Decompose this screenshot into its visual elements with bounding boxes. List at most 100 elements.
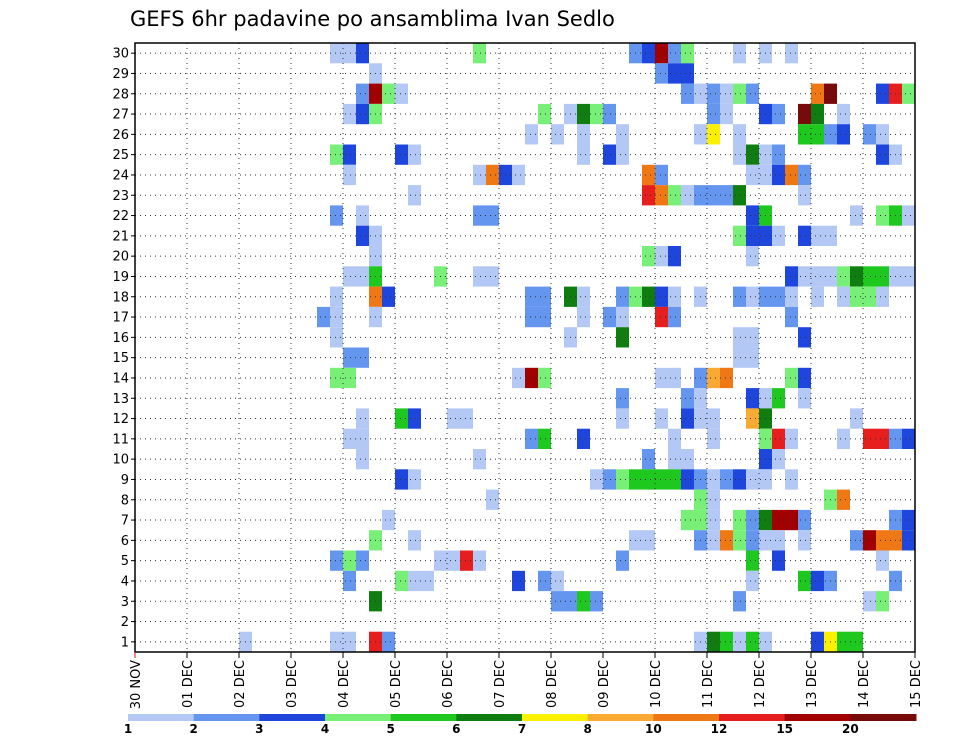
heatmap-cell xyxy=(330,205,343,226)
heatmap-cell xyxy=(343,550,356,571)
heatmap-cell xyxy=(590,103,603,125)
heatmap-cell xyxy=(785,306,798,328)
colorbar-swatch xyxy=(193,714,260,721)
heatmap-cell xyxy=(551,591,564,612)
heatmap-cell xyxy=(655,408,668,429)
heatmap-cell xyxy=(577,591,590,612)
heatmap-cell xyxy=(655,164,668,186)
y-tick-label: 20 xyxy=(112,250,129,265)
heatmap-cell xyxy=(733,591,746,612)
heatmap-cell xyxy=(798,164,811,186)
heatmap-cell xyxy=(772,164,785,186)
heatmap-cell xyxy=(811,83,824,104)
heatmap-cell xyxy=(902,509,915,531)
heatmap-cell xyxy=(356,550,369,571)
heatmap-cell xyxy=(408,185,421,206)
x-tick-label: 30 NOV xyxy=(129,660,144,709)
heatmap-cell xyxy=(707,509,720,531)
heatmap-cell xyxy=(473,205,486,226)
colorbar-swatch xyxy=(653,714,720,721)
heatmap-cell xyxy=(681,63,694,84)
colorbar-swatch xyxy=(784,714,851,721)
heatmap-cell xyxy=(876,428,889,449)
heatmap-cell xyxy=(681,509,694,531)
heatmap-cell xyxy=(642,43,655,64)
heatmap-cell xyxy=(642,449,655,470)
heatmap-cell xyxy=(616,408,629,429)
heatmap-cell xyxy=(668,246,681,267)
heatmap-cell xyxy=(733,124,746,145)
heatmap-cell xyxy=(642,469,655,490)
heatmap-cell xyxy=(837,286,850,307)
colorbar-label: 5 xyxy=(386,722,394,736)
colorbar-label: 2 xyxy=(189,722,197,736)
heatmap-cell xyxy=(616,550,629,571)
heatmap-cell xyxy=(772,388,785,409)
y-tick-label: 17 xyxy=(112,311,129,326)
x-tick-label: 08 DEC xyxy=(545,660,560,708)
heatmap-cell xyxy=(330,286,343,307)
heatmap-cell xyxy=(668,286,681,307)
heatmap-cell xyxy=(668,306,681,328)
y-tick-label: 23 xyxy=(112,189,129,204)
heatmap-cell xyxy=(603,103,616,125)
heatmap-cell xyxy=(655,286,668,307)
heatmap-cell xyxy=(772,286,785,307)
heatmap-cell xyxy=(616,286,629,307)
heatmap-cell xyxy=(668,63,681,84)
heatmap-cell xyxy=(720,367,733,389)
heatmap-cell xyxy=(772,225,785,246)
colorbar-label: 10 xyxy=(645,722,662,736)
heatmap-cell xyxy=(343,103,356,125)
heatmap-cell xyxy=(720,469,733,490)
heatmap-cell xyxy=(512,570,525,592)
heatmap-cell xyxy=(707,124,720,145)
heatmap-cell xyxy=(655,185,668,206)
heatmap-cell xyxy=(473,164,486,186)
heatmap-cell xyxy=(395,144,408,165)
heatmap-cell xyxy=(772,144,785,165)
x-tick-label: 14 DEC xyxy=(857,660,872,708)
heatmap-cell xyxy=(746,83,759,104)
x-tick-label: 01 DEC xyxy=(181,660,196,708)
heatmap-cell xyxy=(746,509,759,531)
heatmap-cell xyxy=(642,185,655,206)
y-tick-label: 29 xyxy=(112,67,129,82)
heatmap-cell xyxy=(577,103,590,125)
heatmap-cell xyxy=(850,266,863,287)
heatmap-cell xyxy=(642,530,655,551)
x-tick-label: 04 DEC xyxy=(337,660,352,708)
heatmap-cell xyxy=(772,103,785,125)
y-tick-label: 9 xyxy=(121,473,129,488)
colorbar-swatch xyxy=(325,714,392,721)
y-tick-label: 18 xyxy=(112,290,129,305)
heatmap-cell xyxy=(343,43,356,64)
heatmap-cell xyxy=(395,570,408,592)
heatmap-cell xyxy=(330,144,343,165)
heatmap-cell xyxy=(668,367,681,389)
heatmap-cell xyxy=(876,83,889,104)
heatmap-cell xyxy=(746,164,759,186)
heatmap-cell xyxy=(876,591,889,612)
heatmap-cell xyxy=(811,286,824,307)
heatmap-cell xyxy=(707,83,720,104)
y-tick-label: 24 xyxy=(112,168,129,183)
heatmap-cell xyxy=(655,43,668,64)
heatmap-cell xyxy=(577,144,590,165)
colorbar-label: 8 xyxy=(583,722,591,736)
heatmap-cell xyxy=(512,164,525,186)
heatmap-cell xyxy=(707,185,720,206)
heatmap-cell xyxy=(837,428,850,449)
heatmap-cell xyxy=(538,367,551,389)
chart-title: GEFS 6hr padavine po ansamblima Ivan Sed… xyxy=(130,7,615,31)
heatmap-cell xyxy=(551,124,564,145)
heatmap-cell xyxy=(850,530,863,551)
heatmap-cell xyxy=(785,286,798,307)
y-tick-label: 30 xyxy=(112,47,129,62)
heatmap-cell xyxy=(538,103,551,125)
heatmap-cell xyxy=(642,246,655,267)
heatmap-cell xyxy=(460,408,473,429)
heatmap-cell xyxy=(356,347,369,368)
heatmap-cell xyxy=(707,530,720,551)
heatmap-cell xyxy=(382,509,395,531)
